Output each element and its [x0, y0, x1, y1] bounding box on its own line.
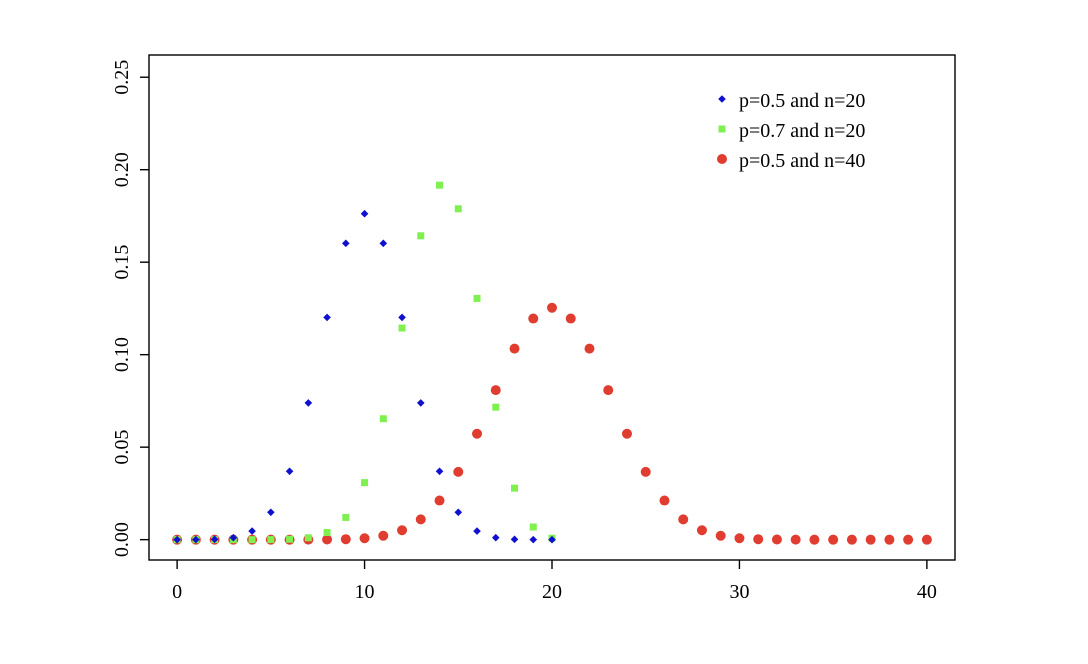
legend-marker	[717, 154, 727, 164]
data-point	[884, 534, 895, 545]
legend-marker	[718, 95, 726, 103]
data-point	[248, 536, 256, 544]
data-point	[865, 534, 876, 545]
data-point	[529, 535, 538, 544]
data-point	[304, 399, 313, 407]
x-tick-label: 0	[172, 581, 182, 603]
data-point	[267, 508, 275, 517]
data-point	[696, 525, 707, 536]
data-point	[285, 467, 294, 476]
data-point	[415, 514, 426, 525]
data-point	[565, 313, 576, 324]
y-tick-label: 0.10	[111, 337, 133, 372]
data-point	[434, 495, 445, 506]
y-tick-label: 0.25	[111, 60, 133, 95]
data-point	[323, 313, 331, 322]
legend-label: p=0.7 and n=20	[739, 120, 865, 142]
data-point	[267, 536, 275, 544]
data-point	[715, 530, 726, 541]
data-point	[509, 343, 520, 354]
data-point	[286, 535, 294, 543]
data-point	[340, 534, 351, 545]
series-1	[173, 209, 556, 544]
y-tick-label: 0.20	[111, 152, 133, 187]
legend-label: p=0.5 and n=20	[739, 90, 865, 112]
data-point	[678, 514, 689, 525]
data-point	[809, 534, 820, 545]
data-point	[323, 529, 331, 537]
legend-marker	[718, 125, 726, 133]
data-point	[379, 239, 388, 248]
x-tick-label: 30	[729, 581, 749, 603]
y-tick-label: 0.15	[111, 245, 133, 280]
data-point	[528, 313, 539, 324]
data-point	[436, 181, 444, 189]
data-point	[921, 534, 932, 545]
data-point	[342, 513, 350, 521]
data-point	[192, 535, 200, 544]
x-tick-label: 40	[917, 581, 937, 603]
data-points	[172, 181, 932, 545]
data-point	[753, 534, 764, 545]
data-point	[322, 534, 333, 545]
data-point	[903, 534, 914, 545]
series-2	[173, 181, 556, 544]
data-point	[454, 205, 462, 213]
data-point	[229, 533, 238, 542]
data-point	[398, 324, 406, 332]
data-point	[771, 534, 782, 545]
data-point	[584, 343, 595, 354]
data-point	[529, 523, 537, 531]
data-point	[492, 403, 500, 411]
x-tick-label: 10	[355, 581, 375, 603]
data-point	[342, 239, 350, 248]
data-point	[378, 530, 389, 541]
y-axis: 0.00 0.05 0.10 0.15 0.20 0.25	[111, 60, 149, 557]
data-point	[248, 527, 256, 535]
data-point	[361, 479, 369, 487]
data-point	[360, 209, 369, 218]
data-point	[473, 527, 481, 535]
data-point	[734, 533, 745, 544]
data-point	[210, 535, 219, 544]
x-axis: 0 10 20 30 40	[172, 560, 937, 603]
data-point	[511, 484, 519, 492]
series-3	[172, 302, 932, 545]
data-point	[640, 466, 651, 477]
data-point	[846, 534, 857, 545]
data-point	[548, 535, 556, 544]
data-point	[659, 495, 670, 506]
data-point	[472, 428, 483, 439]
data-point	[547, 302, 557, 313]
data-point	[490, 385, 501, 396]
data-point	[828, 534, 839, 545]
data-point	[397, 525, 408, 536]
data-point	[173, 535, 181, 544]
data-point	[416, 399, 425, 407]
data-point	[454, 508, 463, 517]
data-point	[379, 415, 387, 423]
data-point	[491, 533, 500, 542]
data-point	[621, 428, 632, 439]
data-point	[417, 232, 425, 240]
data-point	[304, 534, 312, 542]
data-point	[790, 534, 801, 545]
data-point	[510, 535, 519, 544]
data-point	[435, 467, 444, 476]
data-point	[453, 466, 464, 477]
data-point	[603, 385, 614, 396]
data-point	[359, 533, 370, 544]
y-tick-label: 0.00	[111, 522, 133, 557]
data-point	[398, 313, 406, 322]
legend-label: p=0.5 and n=40	[739, 150, 865, 172]
legend: p=0.5 and n=20 p=0.7 and n=20 p=0.5 and n=…	[717, 90, 865, 172]
data-point	[473, 294, 481, 302]
x-tick-label: 20	[542, 581, 562, 603]
y-tick-label: 0.05	[111, 430, 133, 465]
